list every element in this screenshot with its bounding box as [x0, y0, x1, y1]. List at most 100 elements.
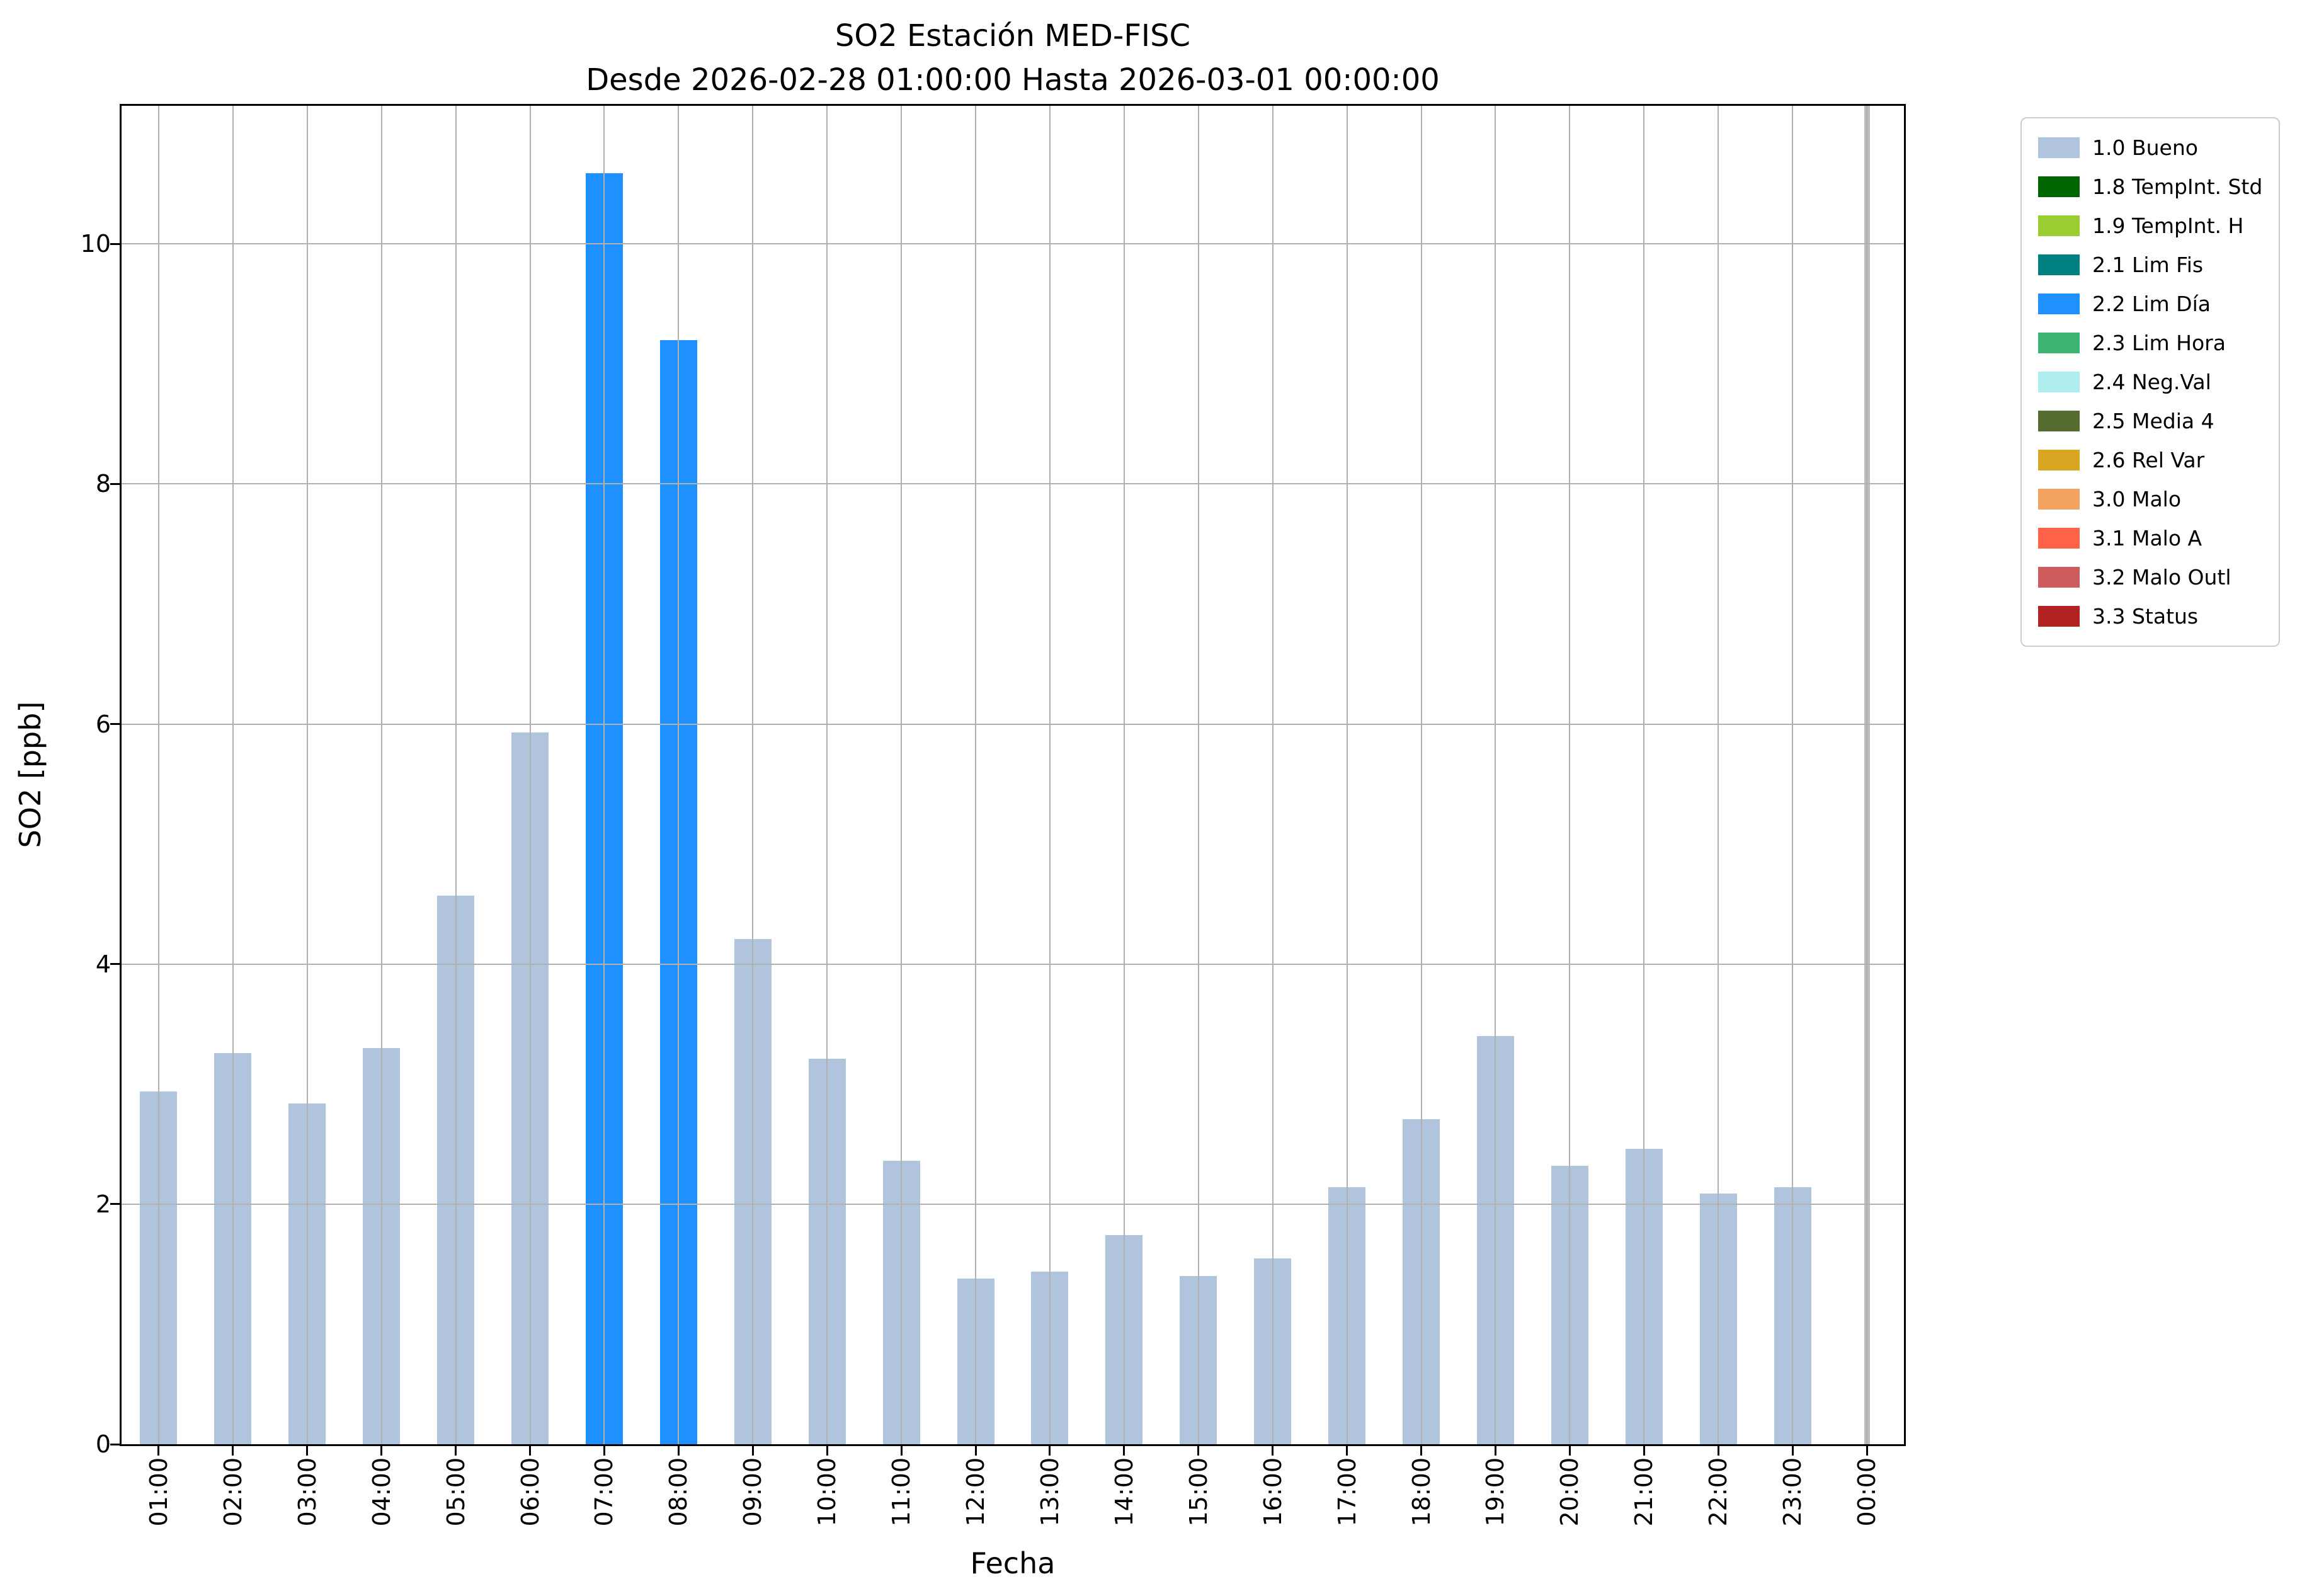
legend-label: 2.3 Lim Hora [2092, 331, 2226, 355]
x-tick [1346, 1446, 1348, 1456]
legend-swatch [2038, 372, 2080, 392]
x-axis-label: Fecha [970, 1546, 1056, 1580]
legend-label: 2.2 Lim Día [2092, 292, 2211, 316]
legend-entry: 3.2 Malo Outl [2038, 562, 2262, 593]
x-gridline [901, 106, 903, 1444]
x-gridline [1643, 106, 1645, 1444]
x-tick-label: 22:00 [1704, 1457, 1733, 1527]
x-tick-label: 15:00 [1184, 1457, 1212, 1527]
x-tick-label: 00:00 [1853, 1457, 1881, 1527]
x-tick-label: 18:00 [1407, 1457, 1435, 1527]
legend-label: 2.1 Lim Fis [2092, 253, 2204, 277]
legend: 1.0 Bueno 1.8 TempInt. Std 1.9 TempInt. H 2… [2020, 117, 2281, 647]
x-tick [1494, 1446, 1496, 1456]
legend-label: 1.8 TempInt. Std [2092, 174, 2263, 199]
legend-entry: 1.0 Bueno [2038, 132, 2262, 163]
x-gridline [603, 106, 605, 1444]
x-tick [1643, 1446, 1645, 1456]
y-tick [110, 482, 120, 485]
x-tick [1123, 1446, 1125, 1456]
y-gridline [122, 483, 1904, 485]
legend-label: 3.0 Malo [2092, 487, 2182, 511]
x-tick-label: 12:00 [962, 1457, 990, 1527]
y-tick [110, 1443, 120, 1445]
x-tick [826, 1446, 828, 1456]
x-tick [1791, 1446, 1794, 1456]
x-tick [1717, 1446, 1719, 1456]
legend-swatch [2038, 333, 2080, 353]
chart-title-line1: SO2 Estación MED-FISC [835, 18, 1191, 54]
x-gridline [826, 106, 828, 1444]
legend-label: 2.4 Neg.Val [2092, 370, 2211, 394]
y-gridline [122, 963, 1904, 965]
legend-entry: 2.4 Neg.Val [2038, 367, 2262, 397]
y-tick-label: 6 [95, 710, 111, 738]
y-gridline [122, 1203, 1904, 1205]
legend-swatch [2038, 606, 2080, 627]
x-tick [1272, 1446, 1274, 1456]
legend-swatch [2038, 489, 2080, 510]
y-gridline [122, 723, 1904, 725]
x-tick [157, 1446, 160, 1456]
legend-label: 2.5 Media 4 [2092, 409, 2214, 433]
legend-swatch [2038, 450, 2080, 470]
legend-swatch [2038, 254, 2080, 275]
x-tick-label: 02:00 [219, 1457, 247, 1527]
chart-title: SO2 Estación MED-FISC Desde 2026-02-28 0… [120, 14, 1906, 102]
legend-swatch [2038, 411, 2080, 431]
x-gridline [1718, 106, 1719, 1444]
legend-swatch [2038, 567, 2080, 588]
x-tick [1049, 1446, 1051, 1456]
x-gridline [1049, 106, 1051, 1444]
x-gridline [232, 106, 234, 1444]
x-tick-label: 10:00 [813, 1457, 841, 1527]
legend-entry: 1.9 TempInt. H [2038, 210, 2262, 241]
x-tick [380, 1446, 383, 1456]
x-tick [232, 1446, 234, 1456]
legend-entry: 3.3 Status [2038, 601, 2262, 632]
legend-label: 3.2 Malo Outl [2092, 565, 2231, 590]
x-tick-label: 07:00 [590, 1457, 618, 1527]
x-tick [677, 1446, 680, 1456]
legend-swatch [2038, 176, 2080, 197]
x-tick-label: 09:00 [739, 1457, 767, 1527]
x-tick [529, 1446, 532, 1456]
x-tick-label: 16:00 [1258, 1457, 1287, 1527]
x-gridline [1197, 106, 1199, 1444]
legend-label: 1.9 TempInt. H [2092, 214, 2244, 238]
x-gridline [1792, 106, 1794, 1444]
x-gridline [975, 106, 977, 1444]
legend-swatch [2038, 528, 2080, 549]
legend-label: 1.0 Bueno [2092, 135, 2198, 160]
x-gridline [306, 106, 308, 1444]
x-tick [1420, 1446, 1423, 1456]
y-tick-label: 2 [95, 1190, 111, 1218]
chart-title-line2: Desde 2026-02-28 01:00:00 Hasta 2026-03-… [586, 62, 1440, 98]
x-tick-label: 05:00 [442, 1457, 470, 1527]
x-tick [455, 1446, 457, 1456]
legend-entry: 2.2 Lim Día [2038, 288, 2262, 319]
y-tick-label: 8 [95, 470, 111, 498]
x-gridline [752, 106, 754, 1444]
x-tick-label: 11:00 [887, 1457, 916, 1527]
y-tick [110, 1203, 120, 1206]
x-tick-label: 17:00 [1333, 1457, 1361, 1527]
x-gridline [1346, 106, 1348, 1444]
x-tick [900, 1446, 903, 1456]
y-gridline [122, 243, 1904, 245]
legend-label: 3.3 Status [2092, 604, 2199, 629]
x-tick [306, 1446, 309, 1456]
x-tick [1866, 1446, 1868, 1456]
legend-entry: 3.1 Malo A [2038, 523, 2262, 554]
y-tick [110, 723, 120, 725]
legend-entry: 2.6 Rel Var [2038, 445, 2262, 476]
legend-entry: 1.8 TempInt. Std [2038, 171, 2262, 202]
x-gridline [157, 106, 159, 1444]
y-tick-label: 10 [80, 230, 111, 258]
legend-label: 2.6 Rel Var [2092, 448, 2205, 472]
legend-entry: 2.1 Lim Fis [2038, 249, 2262, 280]
x-tick-label: 13:00 [1035, 1457, 1064, 1527]
legend-entry: 3.0 Malo [2038, 484, 2262, 515]
x-gridline [529, 106, 531, 1444]
